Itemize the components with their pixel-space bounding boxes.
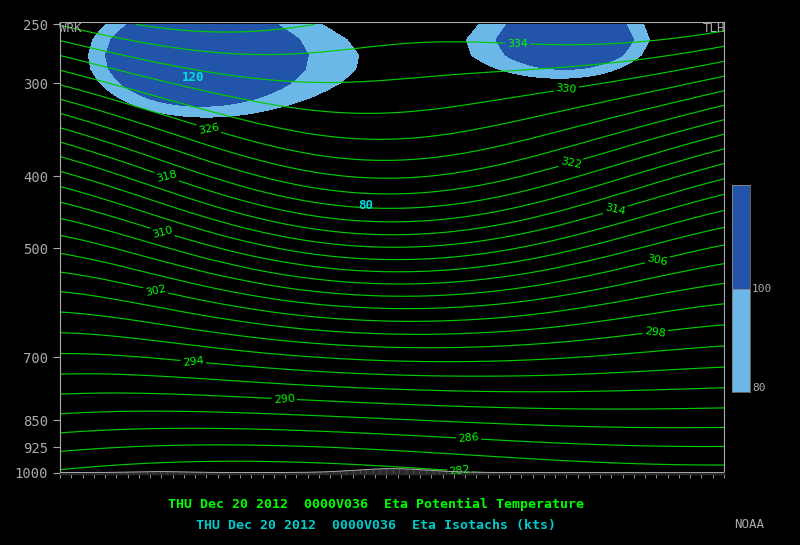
Text: 120: 120 xyxy=(182,71,204,84)
Text: WRK: WRK xyxy=(58,22,81,35)
Text: 290: 290 xyxy=(274,393,295,405)
Text: 294: 294 xyxy=(182,355,205,368)
Text: NOAA: NOAA xyxy=(734,518,764,531)
Text: 298: 298 xyxy=(644,325,666,338)
Text: 318: 318 xyxy=(155,169,178,184)
Text: 314: 314 xyxy=(604,203,626,217)
Text: 334: 334 xyxy=(507,38,528,49)
Text: 302: 302 xyxy=(144,283,167,298)
Text: 310: 310 xyxy=(151,225,174,239)
Text: TLH: TLH xyxy=(703,22,726,35)
Text: 282: 282 xyxy=(449,465,471,477)
Text: 322: 322 xyxy=(559,156,582,170)
Text: THU Dec 20 2012  0000V036  Eta Potential Temperature: THU Dec 20 2012 0000V036 Eta Potential T… xyxy=(168,498,584,511)
Text: 330: 330 xyxy=(555,83,578,95)
Text: 326: 326 xyxy=(198,122,220,136)
Bar xyxy=(732,289,750,392)
Text: THU Dec 20 2012  0000V036  Eta Isotachs (kts): THU Dec 20 2012 0000V036 Eta Isotachs (k… xyxy=(196,519,556,532)
Text: 100: 100 xyxy=(752,284,772,294)
Text: 286: 286 xyxy=(458,433,480,444)
Text: 80: 80 xyxy=(752,383,766,393)
Bar xyxy=(732,185,750,289)
Text: 306: 306 xyxy=(646,253,669,267)
Text: 80: 80 xyxy=(358,199,373,212)
